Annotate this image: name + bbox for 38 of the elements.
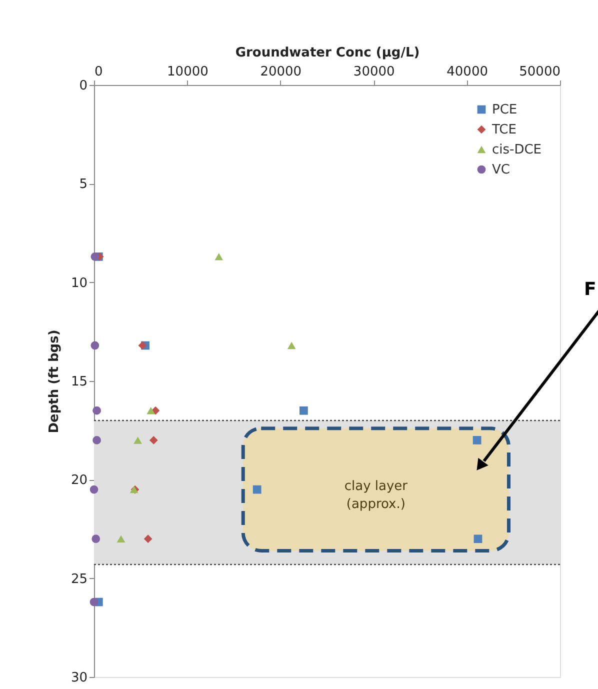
point <box>92 534 100 544</box>
y-axis-title: Depth (ft bgs) <box>46 330 62 434</box>
y-tick-label: 30 <box>70 670 88 686</box>
x-tick-label: 0 <box>94 64 103 80</box>
x-tick-label: 40000 <box>446 64 488 80</box>
point <box>149 436 158 444</box>
y-tick-label: 25 <box>70 572 88 587</box>
point <box>90 341 100 350</box>
point <box>146 406 156 414</box>
point <box>92 436 101 444</box>
point <box>214 253 224 260</box>
x-tick-label: 50000 <box>519 64 560 80</box>
legend-label: cis-DCE <box>492 142 542 158</box>
point <box>300 406 308 415</box>
point <box>144 534 152 544</box>
x-tick-label: 10000 <box>167 64 208 80</box>
x-tick-label: 30000 <box>353 64 395 80</box>
y-tick-label: 0 <box>79 78 88 94</box>
point <box>287 342 296 350</box>
text: F <box>584 279 596 300</box>
point <box>116 535 126 542</box>
x-tick-label: 20000 <box>260 64 302 80</box>
y-tick-label: 15 <box>70 374 88 390</box>
point <box>151 406 160 415</box>
y-tick-label: 20 <box>70 473 88 488</box>
legend-label: TCE <box>491 122 516 138</box>
x-axis-title: Groundwater Conc (µg/L) <box>235 46 420 60</box>
point <box>90 598 98 606</box>
y-tick-label: 5 <box>79 177 88 192</box>
point <box>138 341 147 350</box>
y-tick-label: 10 <box>70 276 88 291</box>
point <box>92 406 101 415</box>
band-label: clay layer (approx.) <box>344 478 408 512</box>
point <box>90 252 100 261</box>
legend-label: VC <box>492 162 510 178</box>
point <box>90 485 98 494</box>
legend-label: PCE <box>492 102 518 118</box>
point <box>134 436 142 444</box>
